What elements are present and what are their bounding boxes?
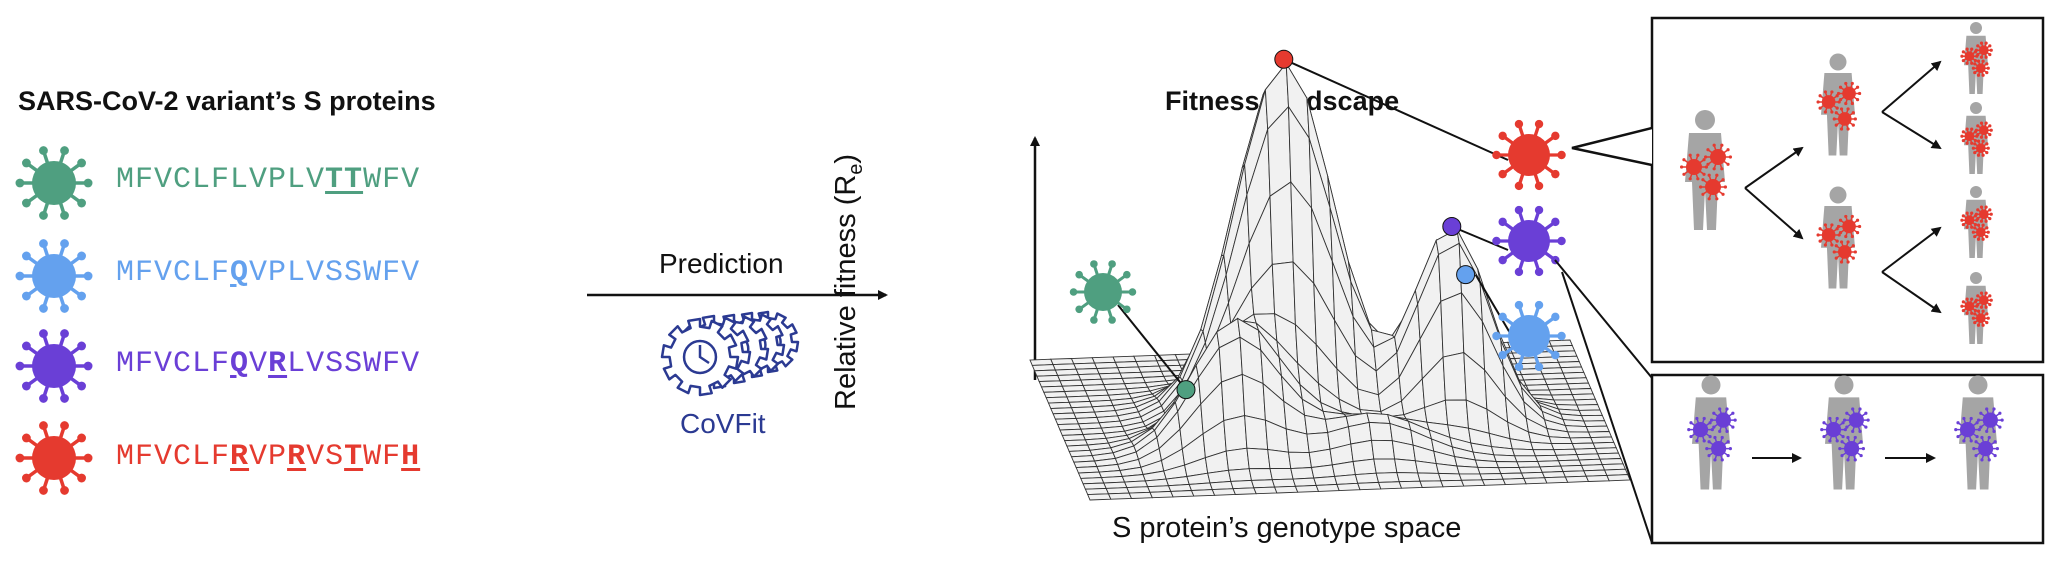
virus-icon: [1832, 107, 1857, 131]
virus-icon: [1960, 211, 1979, 229]
sequence-segment: MFVCLF: [116, 347, 231, 381]
mutation-residue: R: [287, 440, 307, 474]
connector-blue: [1474, 274, 1511, 334]
virus-icon: [1492, 119, 1566, 191]
gear-hand: [698, 345, 710, 365]
virus-icon: [1492, 300, 1566, 372]
virus-icon: [1699, 173, 1727, 201]
virus-icon: [1687, 416, 1714, 443]
mutation-residue: R: [230, 440, 250, 474]
arrow-icon: [1881, 111, 1942, 150]
sequence-segment: WF: [363, 440, 402, 474]
mutation-residue: H: [401, 440, 421, 474]
virus-icon: [1971, 139, 1990, 157]
virus-icon: [1820, 416, 1847, 443]
surface-mesh: [1029, 62, 1631, 501]
arrow-icon: [1744, 146, 1804, 189]
mutation-residue: TT: [325, 163, 364, 197]
left-panel-title: SARS-CoV-2 variant’s S proteins: [18, 86, 436, 116]
virus-icon: [1069, 260, 1137, 324]
callout-line-purple-2: [1561, 271, 1653, 544]
arrow-icon: [1744, 187, 1804, 240]
sequence-segment: VPLVSSWFV: [249, 256, 421, 290]
virus-icon: [15, 239, 93, 313]
sequence-segment: LVSSWFV: [287, 347, 421, 381]
sequence-segment: WFV: [363, 163, 421, 197]
virus-icon: [1709, 407, 1737, 433]
sequence-segment: V: [249, 347, 269, 381]
sequence-segment: MFVCLF: [116, 256, 231, 290]
connector-green: [1117, 304, 1187, 391]
virus-icon: [1954, 416, 1981, 443]
virus-icon: [1974, 121, 1993, 139]
virus-icon: [1974, 205, 1993, 223]
sequence-red: MFVCLFRVPRVSTWFH: [116, 440, 420, 474]
virus-icon: [1976, 407, 2004, 433]
virus-icon: [1816, 223, 1841, 247]
virus-icon: [1842, 407, 1870, 433]
connector-purple: [1451, 225, 1509, 251]
sequence-segment: MFVCLF: [116, 440, 231, 474]
virus-icon: [1680, 153, 1708, 181]
sequence-purple: MFVCLFQVRLVSSWFV: [116, 347, 420, 381]
virus-icon: [15, 421, 93, 495]
virus-icon: [1974, 41, 1993, 59]
virus-icon: [1705, 435, 1732, 462]
point-purple: [1442, 216, 1462, 236]
callout-pointer-red: [1571, 126, 1653, 167]
mutation-residue: Q: [230, 347, 250, 381]
virus-icon: [15, 146, 93, 220]
sequence-green: MFVCLFLVPLVTTWFV: [116, 163, 420, 197]
connector-red: [1283, 58, 1509, 161]
mutation-residue: R: [268, 347, 288, 381]
virus-icon: [1960, 127, 1979, 145]
virus-icon: [1971, 59, 1990, 77]
virus-icon: [1836, 81, 1862, 106]
virus-icon: [1832, 240, 1857, 264]
sequence-segment: VS: [306, 440, 345, 474]
virus-icon: [15, 329, 93, 403]
arrow-icon: [1881, 271, 1942, 314]
mutation-residue: T: [344, 440, 364, 474]
sequence-segment: VP: [249, 440, 288, 474]
covfit-label: CoVFit: [680, 408, 766, 439]
point-blue: [1456, 265, 1476, 285]
callout-line-purple-1: [1554, 259, 1653, 379]
arrow-icon: [1881, 226, 1942, 273]
virus-icon: [1971, 223, 1990, 241]
virus-icon: [1972, 435, 1999, 462]
virus-icon: [1836, 214, 1862, 239]
virus-icon: [1974, 291, 1993, 309]
arrow-icon: [1881, 60, 1942, 113]
virus-icon: [1492, 205, 1566, 277]
prediction-label: Prediction: [659, 248, 784, 279]
point-red: [1274, 49, 1294, 69]
x-axis-label: S protein’s genotype space: [1112, 512, 1462, 544]
point-green: [1176, 380, 1196, 400]
virus-icon: [1704, 143, 1732, 171]
sequence-blue: MFVCLFQVPLVSSWFV: [116, 256, 420, 290]
mutation-residue: Q: [230, 256, 250, 290]
virus-icon: [1838, 435, 1865, 462]
virus-icon: [1816, 90, 1841, 114]
virus-icon: [1971, 309, 1990, 327]
sequence-segment: MFVCLFLVPLV: [116, 163, 326, 197]
